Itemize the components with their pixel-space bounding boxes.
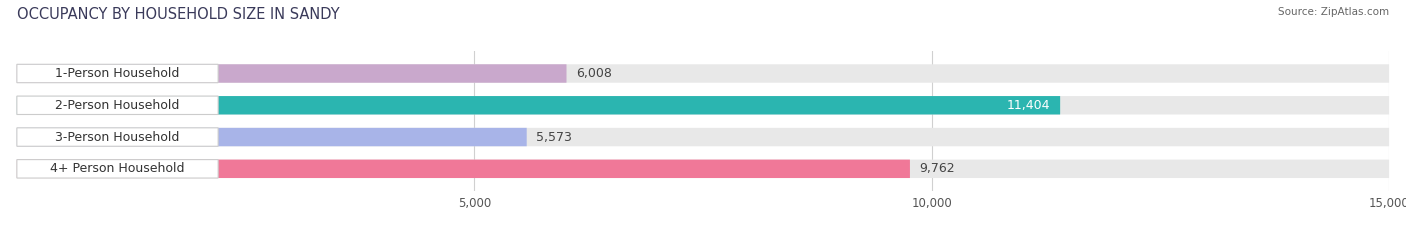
Text: 11,404: 11,404 [1007,99,1050,112]
Text: 4+ Person Household: 4+ Person Household [51,162,184,175]
FancyBboxPatch shape [17,160,910,178]
FancyBboxPatch shape [17,128,1389,146]
FancyBboxPatch shape [17,64,1389,83]
FancyBboxPatch shape [17,64,567,83]
Text: OCCUPANCY BY HOUSEHOLD SIZE IN SANDY: OCCUPANCY BY HOUSEHOLD SIZE IN SANDY [17,7,339,22]
FancyBboxPatch shape [17,128,218,146]
FancyBboxPatch shape [17,160,1389,178]
Text: 1-Person Household: 1-Person Household [55,67,180,80]
FancyBboxPatch shape [17,96,1060,114]
Text: 5,573: 5,573 [536,130,572,144]
Text: Source: ZipAtlas.com: Source: ZipAtlas.com [1278,7,1389,17]
FancyBboxPatch shape [17,128,527,146]
Text: 2-Person Household: 2-Person Household [55,99,180,112]
FancyBboxPatch shape [17,160,218,178]
Text: 9,762: 9,762 [920,162,955,175]
Text: 3-Person Household: 3-Person Household [55,130,180,144]
Text: 6,008: 6,008 [576,67,612,80]
FancyBboxPatch shape [17,64,218,83]
FancyBboxPatch shape [17,96,1389,114]
FancyBboxPatch shape [17,96,218,114]
